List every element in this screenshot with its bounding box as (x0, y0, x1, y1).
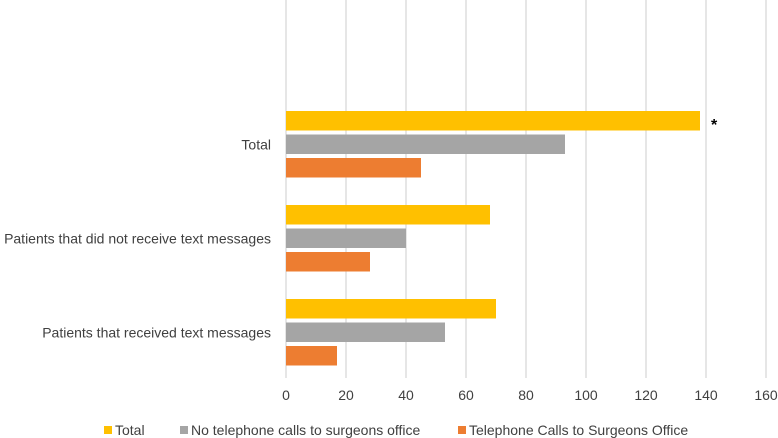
bars (286, 111, 700, 366)
x-tick-label: 60 (458, 387, 474, 403)
bar-0-1 (286, 134, 565, 154)
category-label: Total (241, 136, 271, 152)
bar-0-0 (286, 111, 700, 131)
bar-0-2 (286, 158, 421, 178)
bar-2-2 (286, 346, 337, 366)
legend-swatch (180, 426, 188, 434)
bar-1-1 (286, 228, 406, 248)
annotations: * (711, 117, 718, 134)
bar-1-2 (286, 252, 370, 272)
legend-label: Telephone Calls to Surgeons Office (469, 422, 688, 438)
legend-label: No telephone calls to surgeons office (191, 422, 421, 438)
x-tick-label: 100 (574, 387, 598, 403)
legend-swatch (104, 426, 112, 434)
legend-label: Total (115, 422, 145, 438)
category-labels: Total Patients that did not receive text … (4, 136, 271, 340)
legend: Total No telephone calls to surgeons offi… (104, 422, 688, 438)
x-tick-label: 140 (694, 387, 718, 403)
x-axis-ticks: 0 20 40 60 80 100 120 140 160 (282, 387, 778, 403)
legend-swatch (458, 426, 466, 434)
bar-2-1 (286, 322, 445, 342)
x-tick-label: 160 (754, 387, 778, 403)
category-label: Patients that received text messages (42, 324, 271, 340)
x-tick-label: 80 (518, 387, 534, 403)
bar-1-0 (286, 205, 490, 225)
x-tick-label: 40 (398, 387, 414, 403)
category-label: Patients that did not receive text messa… (4, 230, 271, 246)
x-tick-label: 20 (338, 387, 354, 403)
gridlines (285, 0, 767, 378)
x-tick-label: 120 (634, 387, 658, 403)
x-tick-label: 0 (282, 387, 290, 403)
bar-2-0 (286, 299, 496, 319)
annotation-asterisk: * (711, 117, 718, 134)
